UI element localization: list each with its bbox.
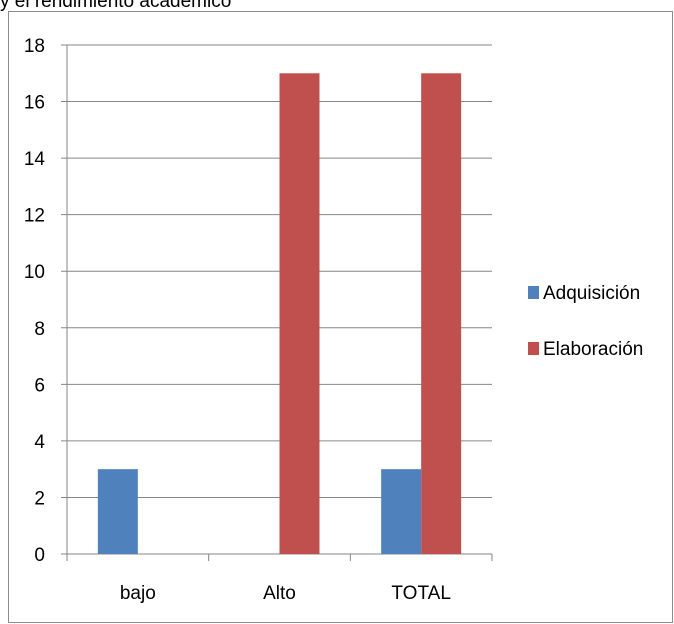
legend-swatch-2: [528, 342, 539, 355]
y-axis: 0 2 4 6 8 10 12 14 16 18: [24, 36, 68, 566]
y-tick-label-16: 16: [24, 93, 45, 114]
bar-bajo-1: [97, 469, 138, 554]
bar-total-1: [381, 469, 422, 554]
legend-swatch-1: [528, 286, 539, 299]
bar-total-2: [421, 73, 462, 555]
y-tick-label-2: 2: [34, 488, 45, 509]
x-tick-label-alto: Alto: [263, 583, 296, 604]
y-tick-label-6: 6: [34, 375, 45, 396]
chart-caption: y el rendimiento académico: [0, 0, 232, 12]
gridlines: [61, 44, 492, 555]
y-tick-label-14: 14: [24, 149, 46, 170]
y-tick-label-8: 8: [34, 319, 45, 340]
legend-label-2: Elaboración: [543, 339, 643, 360]
y-tick-label-0: 0: [34, 545, 45, 566]
legend: Adquisición Elaboración: [528, 283, 643, 360]
y-tick-label-10: 10: [24, 262, 45, 283]
y-tick-label-18: 18: [24, 36, 45, 57]
y-tick-label-12: 12: [24, 206, 45, 227]
y-tick-label-4: 4: [34, 432, 45, 453]
x-axis: bajo Alto TOTAL: [66, 553, 493, 604]
bar-alto-2: [279, 73, 320, 555]
x-tick-label-total: TOTAL: [391, 583, 450, 604]
x-tick-label-bajo: bajo: [120, 583, 156, 604]
bars: [97, 73, 462, 555]
legend-label-1: Adquisición: [543, 283, 640, 304]
